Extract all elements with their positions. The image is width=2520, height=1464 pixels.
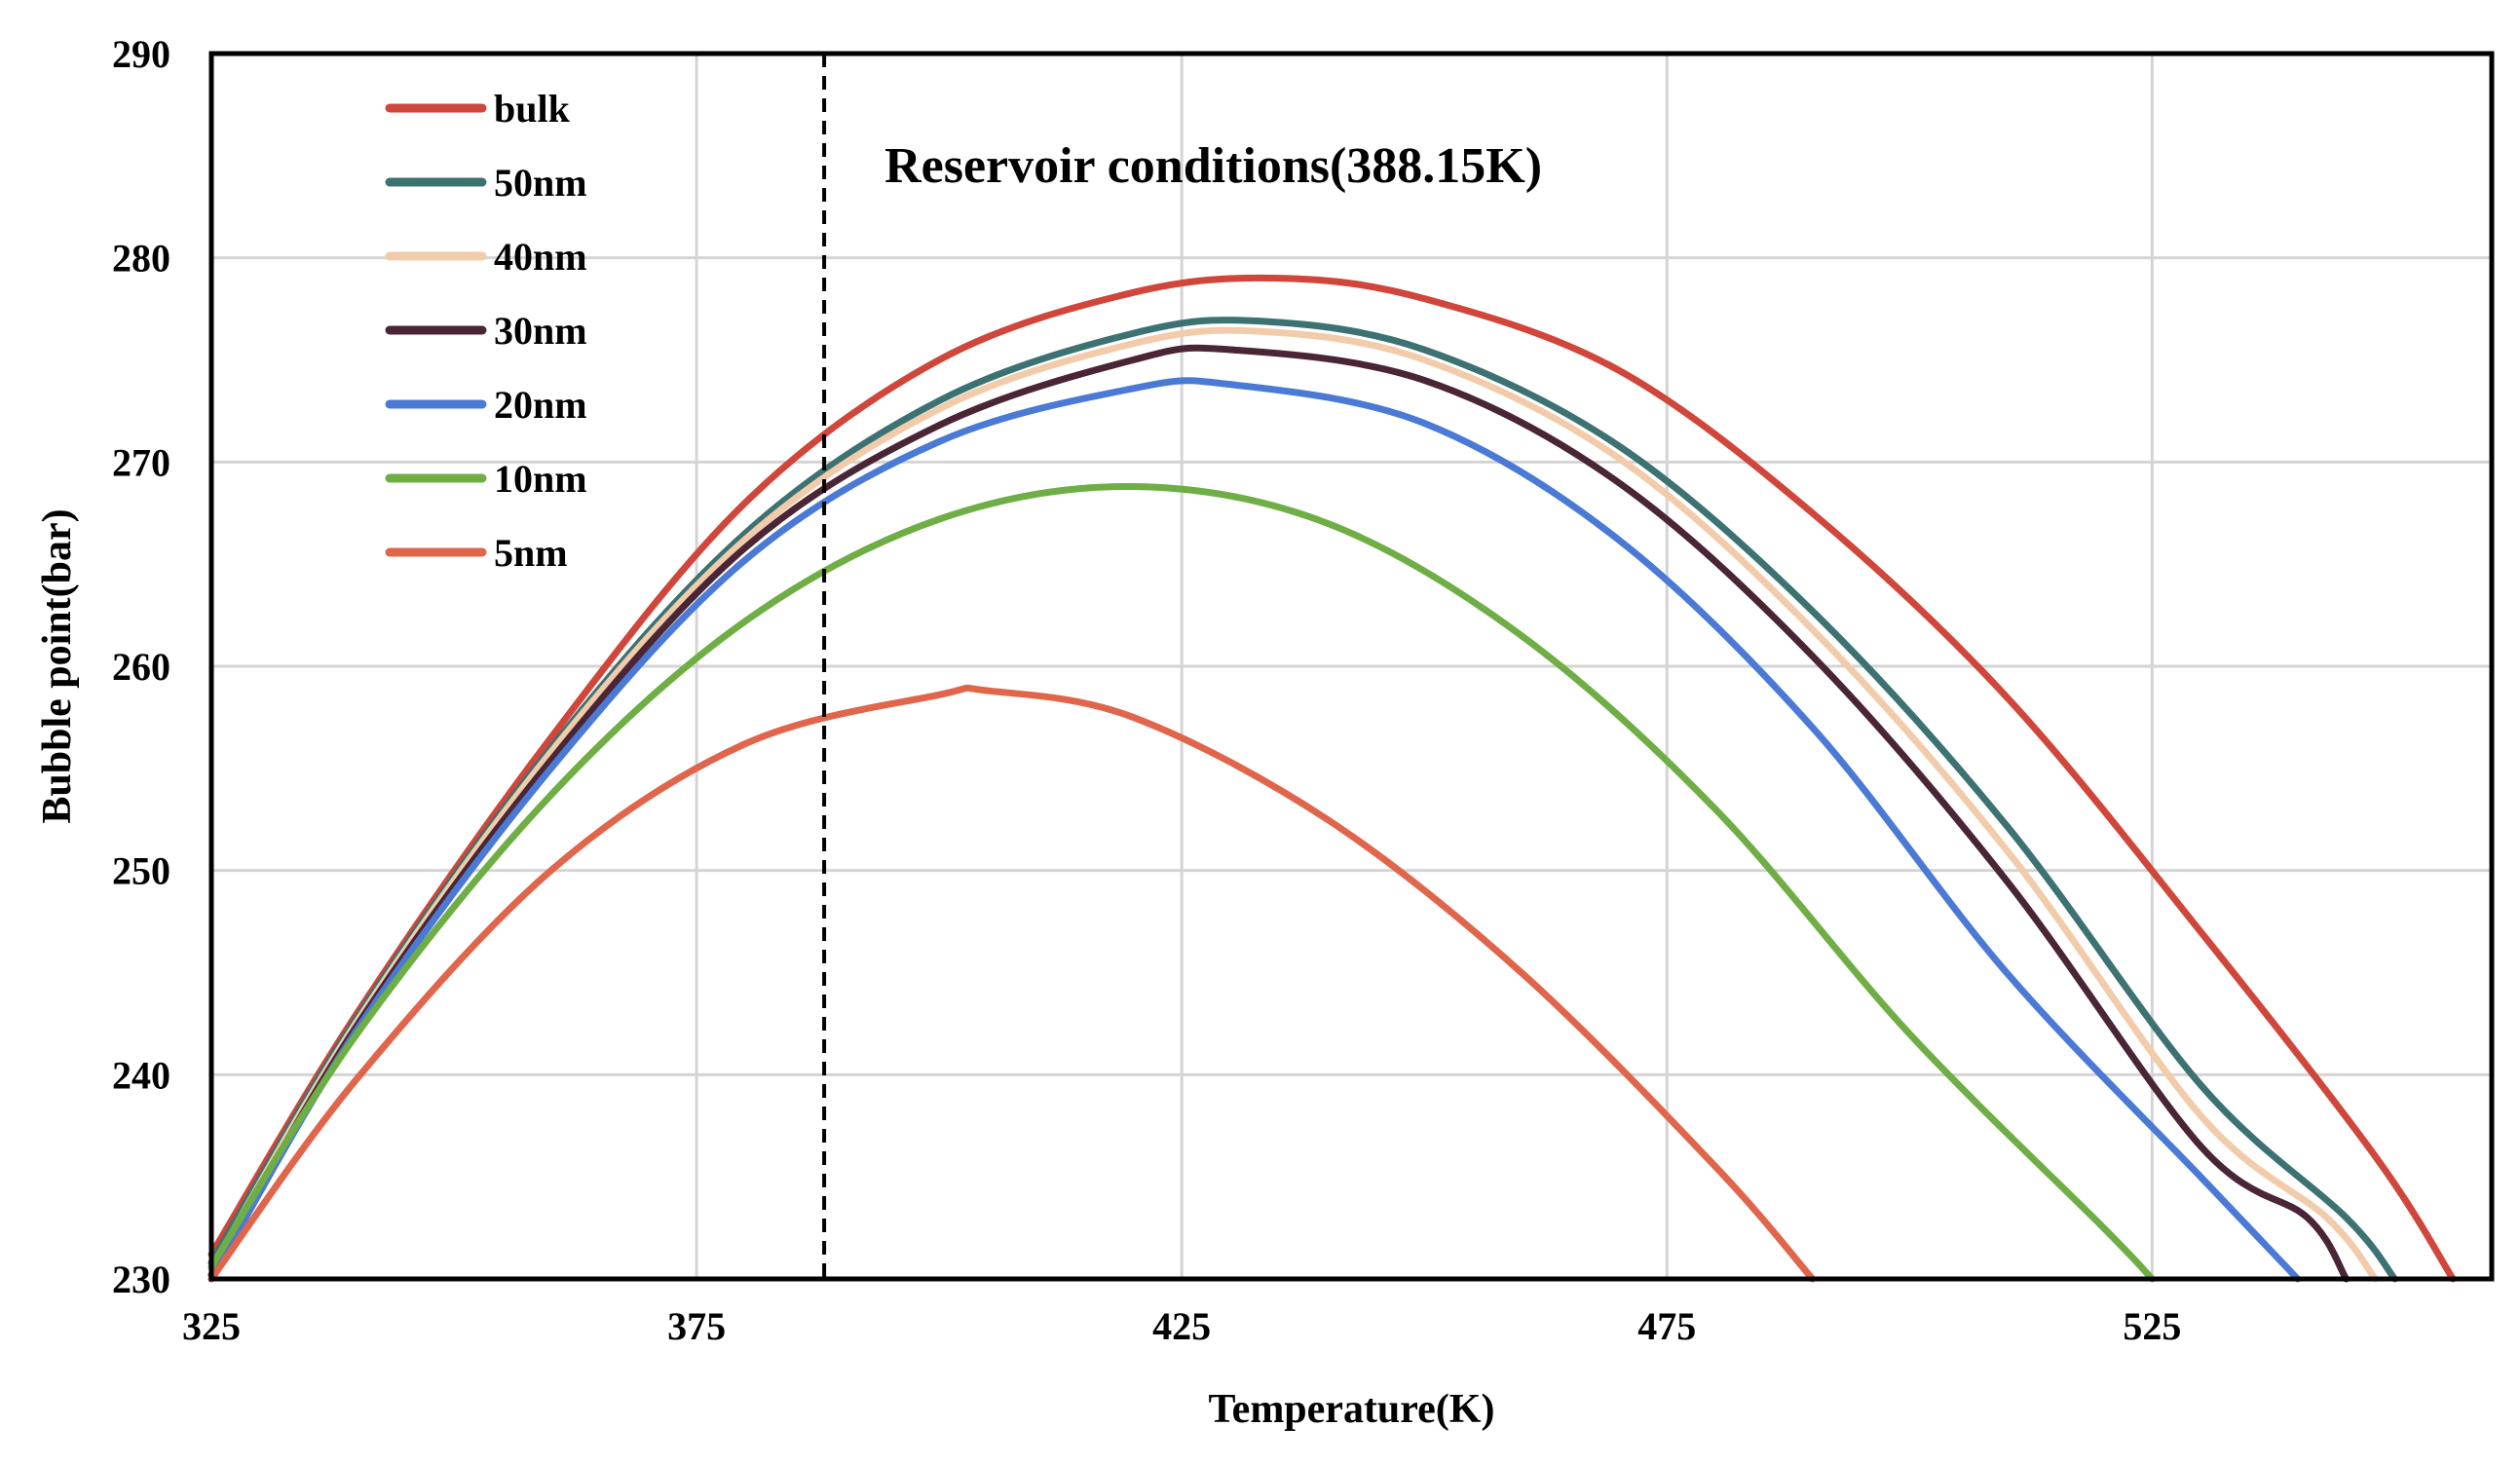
series-line-bulk [207,274,2457,1283]
y-tick-label: 240 [112,1053,170,1097]
legend: bulk 50nm 40nm 30nm 20nm 10nm 5nm [385,87,587,575]
legend-label-30nm: 30nm [494,309,587,353]
plot-frame [208,51,2495,1282]
y-tick-label: 250 [112,849,170,893]
x-tick-label: 325 [182,1304,241,1348]
x-tick-label: 475 [1637,1304,1696,1348]
y-tick-label: 270 [112,440,170,484]
x-tick-label: 425 [1152,1304,1211,1348]
series-line-5nm [207,684,1817,1283]
x-tick-label: 375 [667,1304,726,1348]
y-tick-label: 230 [112,1258,170,1301]
series-line-40nm [207,326,2379,1283]
legend-label-50nm: 50nm [494,161,587,205]
legend-label-bulk: bulk [494,87,571,131]
tick-labels: 325 375 425 475 525 230 240 250 260 270 280 290 [112,32,2181,1348]
series-line-10nm [207,482,2156,1283]
y-tick-label: 280 [112,237,170,281]
legend-label-10nm: 10nm [494,457,587,501]
x-axis-title: Temperature(K) [1209,1387,1495,1432]
legend-label-20nm: 20nm [494,383,587,427]
legend-label-40nm: 40nm [494,235,587,279]
annotation-label: Reservoir conditions(388.15K) [884,138,1542,194]
series-line-30nm [207,344,2351,1283]
y-axis-title: Bubble point(bar) [35,508,80,823]
legend-label-5nm: 5nm [494,531,568,575]
y-tick-label: 290 [112,32,170,76]
y-tick-label: 260 [112,645,170,689]
series-layer [207,274,2457,1283]
x-tick-label: 525 [2123,1304,2181,1348]
series-line-20nm [207,377,2302,1283]
